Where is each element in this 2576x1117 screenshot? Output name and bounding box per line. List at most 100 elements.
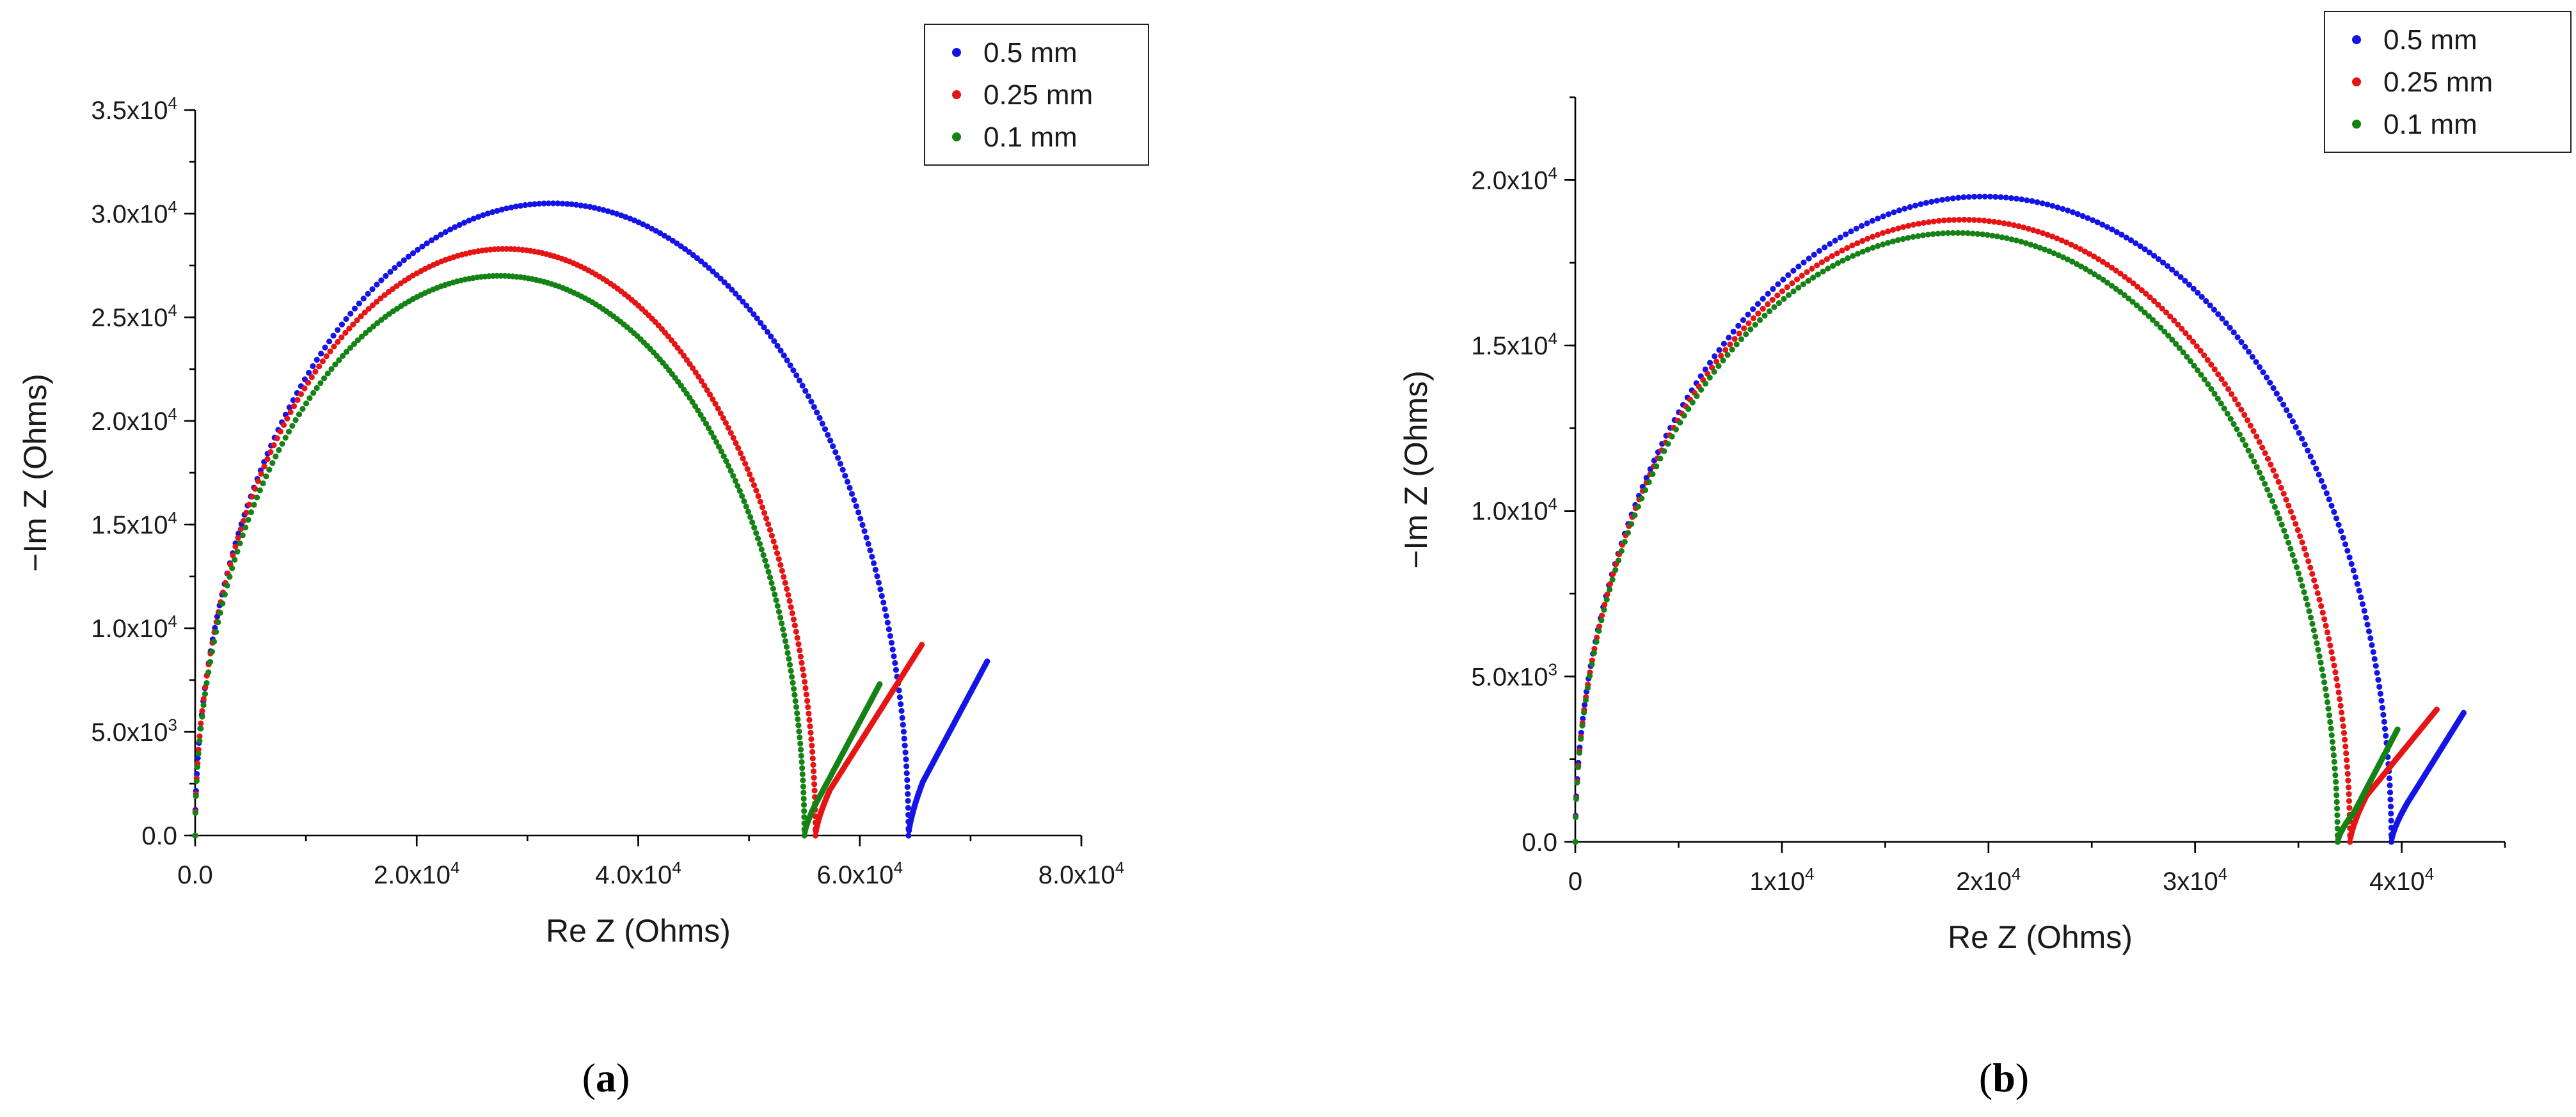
data-point [2333, 779, 2339, 785]
data-point [2343, 750, 2349, 757]
data-point [2254, 433, 2260, 440]
data-point [2284, 407, 2290, 413]
data-point [692, 369, 699, 376]
data-point [564, 201, 570, 207]
data-point [735, 482, 741, 489]
data-point [2025, 225, 2031, 232]
data-point [248, 509, 255, 516]
data-point [280, 422, 287, 428]
data-point [2334, 683, 2341, 689]
data-point [2064, 256, 2071, 263]
data-point [200, 702, 207, 708]
data-point [800, 795, 807, 802]
tick-mantissa: 2.0x10 [1471, 166, 1548, 194]
data-point [2171, 317, 2177, 324]
legend-marker [2352, 77, 2361, 86]
data-point [587, 203, 593, 210]
tick-mantissa: 0.0 [177, 861, 213, 889]
data-point [456, 221, 463, 228]
data-point [859, 521, 866, 528]
data-point [2326, 636, 2332, 642]
data-point [221, 591, 228, 598]
data-point [2293, 424, 2299, 431]
data-point [903, 756, 909, 763]
data-point [2190, 338, 2197, 345]
data-point [1685, 406, 1692, 413]
data-point [2303, 551, 2310, 558]
data-point [1885, 211, 1892, 218]
data-point [461, 219, 468, 226]
data-point [1591, 650, 1597, 656]
data-point [2322, 686, 2328, 692]
data-point [1955, 194, 1962, 201]
data-point [365, 290, 371, 297]
data-point [327, 348, 333, 354]
data-point [2191, 363, 2197, 369]
data-point [2201, 376, 2207, 383]
legend-label: 0.25 mm [2383, 67, 2493, 98]
data-point [614, 210, 620, 217]
data-point [697, 411, 704, 418]
data-point [2230, 329, 2237, 336]
tick-mantissa: 1.5x10 [1471, 332, 1548, 360]
tick-exponent: 4 [894, 858, 903, 877]
data-point [2246, 349, 2252, 355]
data-point [396, 261, 402, 267]
data-point [2119, 232, 2125, 238]
data-point [367, 326, 373, 333]
data-point [889, 646, 896, 653]
data-point [795, 722, 802, 729]
data-point [286, 404, 292, 411]
data-point [2332, 669, 2339, 676]
data-point [338, 334, 345, 340]
tick-exponent: 4 [168, 197, 177, 216]
data-point [2109, 226, 2115, 233]
panel-caption: (a) [582, 1055, 630, 1100]
data-point [1870, 234, 1876, 240]
data-point [433, 234, 440, 241]
legend-marker [952, 90, 961, 99]
data-point [1720, 357, 1726, 364]
data-point [1780, 276, 1786, 283]
data-point [319, 358, 326, 365]
data-point [747, 514, 754, 520]
data-point [682, 246, 688, 252]
data-point [1822, 244, 1828, 251]
data-point [2267, 492, 2273, 498]
data-point [1635, 503, 1641, 510]
data-point [797, 734, 803, 741]
data-point [424, 240, 430, 246]
data-point [343, 316, 349, 322]
data-point [2108, 283, 2115, 289]
data-point [2387, 789, 2394, 796]
data-point [807, 729, 814, 736]
data-point [798, 752, 804, 759]
data-point [740, 298, 746, 305]
data-point [2126, 296, 2132, 302]
data-point [2065, 207, 2071, 214]
data-point [1618, 548, 1625, 555]
data-point [2310, 627, 2317, 633]
data-point [605, 208, 611, 214]
data-point [308, 374, 315, 381]
data-point [207, 659, 214, 665]
data-point [893, 667, 899, 673]
legend-marker [952, 132, 961, 141]
data-point [800, 802, 807, 808]
y-tick-label: 1.5x104 [91, 508, 177, 539]
data-point [2331, 509, 2337, 516]
data-point [1910, 221, 1917, 228]
data-point [2335, 521, 2342, 528]
data-point [2186, 334, 2193, 341]
data-point [2342, 743, 2349, 750]
data-point [855, 509, 862, 516]
data-point [224, 582, 230, 589]
data-point [2304, 601, 2310, 608]
data-point [2208, 386, 2214, 392]
data-point [774, 550, 781, 557]
data-point [321, 375, 328, 381]
data-point [1994, 233, 2000, 240]
data-point [867, 547, 873, 553]
data-point [618, 212, 624, 219]
data-point [2072, 244, 2079, 250]
